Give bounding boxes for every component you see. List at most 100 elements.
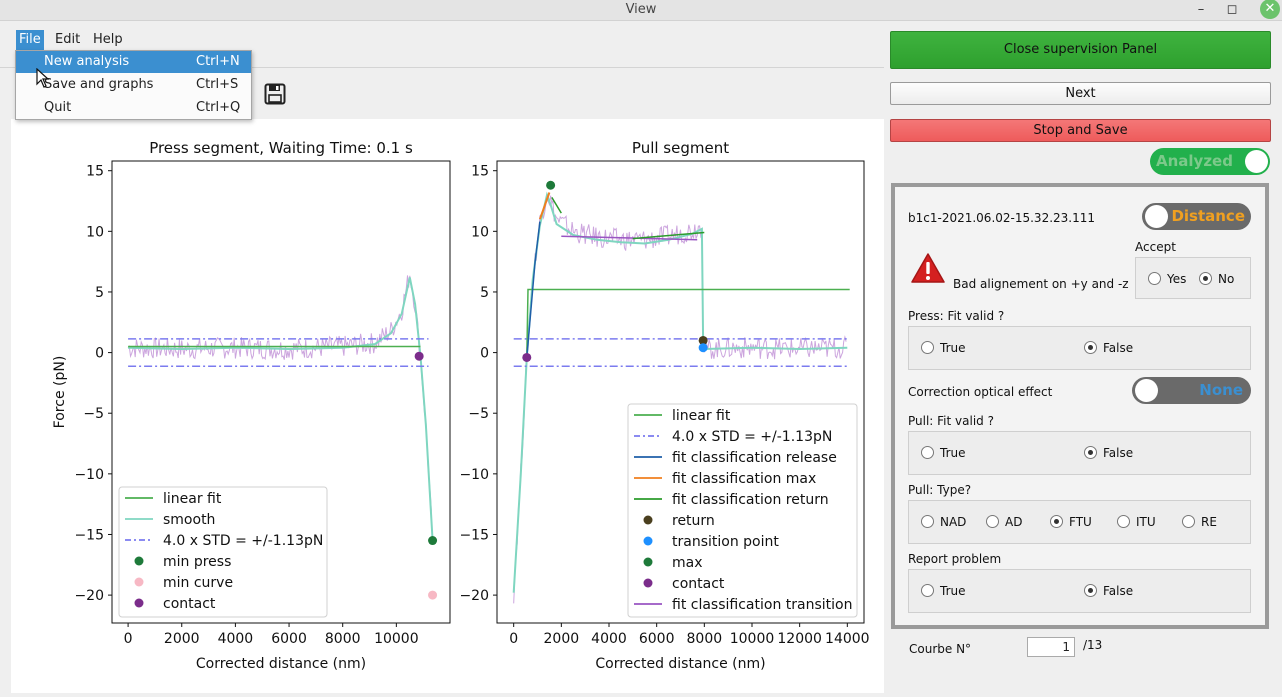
legend-label-3: min press <box>163 554 231 570</box>
series-line-2 <box>526 288 850 358</box>
x-tick-label-0: 0 <box>509 631 518 647</box>
accept-yes-radio[interactable] <box>1148 272 1161 285</box>
x-tick-label-2: 4000 <box>218 631 254 647</box>
pull-type-re-radio[interactable] <box>1182 515 1195 528</box>
curve-total: /13 <box>1083 638 1103 652</box>
pull-type-nad-radio[interactable] <box>921 515 934 528</box>
accept-no-label: No <box>1218 272 1235 286</box>
menu-item-quit[interactable]: Quit Ctrl+Q <box>16 97 251 119</box>
menu-item-save-graphs[interactable]: Save and graphs Ctrl+S <box>16 74 251 96</box>
menu-item-shortcut: Ctrl+N <box>196 54 240 69</box>
y-tick-label-1: −15 <box>459 527 489 543</box>
maximize-icon[interactable]: ◻ <box>1226 2 1238 17</box>
series-line-5 <box>526 221 541 358</box>
legend-label-5: return <box>672 513 715 529</box>
minimize-icon[interactable]: – <box>1197 2 1205 17</box>
pull-fit-group <box>908 431 1251 475</box>
save-icon[interactable] <box>264 83 286 109</box>
x-tick-label-2: 4000 <box>591 631 627 647</box>
legend-label-4: fit classification return <box>672 492 829 508</box>
x-axis-label: Corrected distance (nm) <box>595 656 765 672</box>
legend-marker-6 <box>643 536 653 546</box>
legend-label-0: linear fit <box>672 408 731 424</box>
menu-item-new-analysis[interactable]: New analysis Ctrl+N <box>16 51 251 73</box>
title-bar: View – ◻ ✕ <box>0 0 1282 21</box>
marker-point-3 <box>698 343 708 353</box>
y-tick-label-4: 0 <box>95 346 104 362</box>
x-tick-label-4: 8000 <box>325 631 361 647</box>
curve-number-input[interactable]: 1 <box>1027 637 1075 657</box>
pull-fit-false-radio[interactable] <box>1084 446 1097 459</box>
analyzed-toggle[interactable]: Analyzed <box>1150 148 1270 175</box>
x-tick-label-5: 10000 <box>730 631 775 647</box>
y-tick-label-0: −20 <box>459 588 489 604</box>
report-true-radio[interactable] <box>921 584 934 597</box>
legend-box <box>627 403 858 618</box>
y-tick-label-5: 5 <box>95 285 104 301</box>
menu-help[interactable]: Help <box>93 32 123 47</box>
report-problem-label: Report problem <box>908 552 1002 566</box>
legend-label-0: linear fit <box>163 491 222 507</box>
press-fit-group <box>908 326 1251 370</box>
pull-type-ftu-label: FTU <box>1069 515 1092 529</box>
x-tick-label-1: 2000 <box>164 631 200 647</box>
stop-and-save-button[interactable]: Stop and Save <box>890 119 1271 142</box>
x-tick-label-3: 6000 <box>639 631 675 647</box>
report-false-radio[interactable] <box>1084 584 1097 597</box>
menu-item-label: Save and graphs <box>44 77 154 92</box>
legend-label-9: fit classification transition <box>672 597 852 613</box>
pull-fit-true-label: True <box>940 446 966 460</box>
report-false-label: False <box>1103 584 1134 598</box>
correction-toggle[interactable]: None <box>1132 377 1251 404</box>
distance-toggle[interactable]: Distance <box>1142 203 1251 230</box>
pull-type-nad-label: NAD <box>940 515 967 529</box>
accept-no-radio[interactable] <box>1199 272 1212 285</box>
y-tick-label-7: 15 <box>471 164 489 180</box>
menu-file[interactable]: File <box>16 30 44 50</box>
x-tick-label-0: 0 <box>124 631 133 647</box>
correction-label: Correction optical effect <box>908 385 1053 399</box>
y-tick-label-5: 5 <box>480 285 489 301</box>
report-true-label: True <box>940 584 966 598</box>
file-dropdown: New analysis Ctrl+N Save and graphs Ctrl… <box>15 50 252 120</box>
toggle-knob <box>1135 379 1158 402</box>
marker-point-0 <box>414 351 424 361</box>
menu-item-shortcut: Ctrl+S <box>196 77 239 92</box>
press-fit-false-radio[interactable] <box>1084 341 1097 354</box>
chart-title: Press segment, Waiting Time: 0.1 s <box>149 139 413 157</box>
legend-marker-4 <box>134 577 144 587</box>
next-button[interactable]: Next <box>890 82 1271 105</box>
charts-svg: 0 2000 4000 6000 8000 10000 −20 −15 −10 −5 0 5 10 15 P… <box>52 139 870 672</box>
legend-label-6: transition point <box>672 534 779 550</box>
menu-item-label: Quit <box>44 100 72 115</box>
pull-type-ad-label: AD <box>1005 515 1023 529</box>
close-icon[interactable]: ✕ <box>1260 0 1280 19</box>
distance-toggle-label: Distance <box>1171 207 1245 225</box>
press-fit-true-radio[interactable] <box>921 341 934 354</box>
pull-fit-false-label: False <box>1103 446 1134 460</box>
accept-label: Accept <box>1135 240 1176 254</box>
x-tick-label-3: 6000 <box>271 631 307 647</box>
y-axis-label: Force (pN) <box>52 356 68 429</box>
menu-edit[interactable]: Edit <box>55 32 81 47</box>
legend-box <box>118 486 328 618</box>
marker-point-2 <box>698 335 708 345</box>
toolbar-separator <box>0 67 884 68</box>
y-tick-label-3: −5 <box>468 406 489 422</box>
pull-type-itu-radio[interactable] <box>1117 515 1130 528</box>
pull-type-ad-radio[interactable] <box>986 515 999 528</box>
x-axis-label: Corrected distance (nm) <box>196 656 366 672</box>
y-tick-label-7: 15 <box>86 164 104 180</box>
menu-item-label: New analysis <box>44 54 130 69</box>
legend-label-8: contact <box>672 576 725 592</box>
close-supervision-panel-button[interactable]: Close supervision Panel <box>890 31 1271 69</box>
pull-fit-true-radio[interactable] <box>921 446 934 459</box>
chart-title: Pull segment <box>632 139 729 157</box>
y-tick-label-0: −20 <box>74 588 104 604</box>
legend-label-2: fit classification release <box>672 450 837 466</box>
toggle-knob <box>1245 150 1268 173</box>
pull-type-ftu-radio[interactable] <box>1050 515 1063 528</box>
axes-frame <box>496 160 865 624</box>
window-title: View <box>625 2 657 17</box>
legend-label-7: max <box>672 555 703 571</box>
